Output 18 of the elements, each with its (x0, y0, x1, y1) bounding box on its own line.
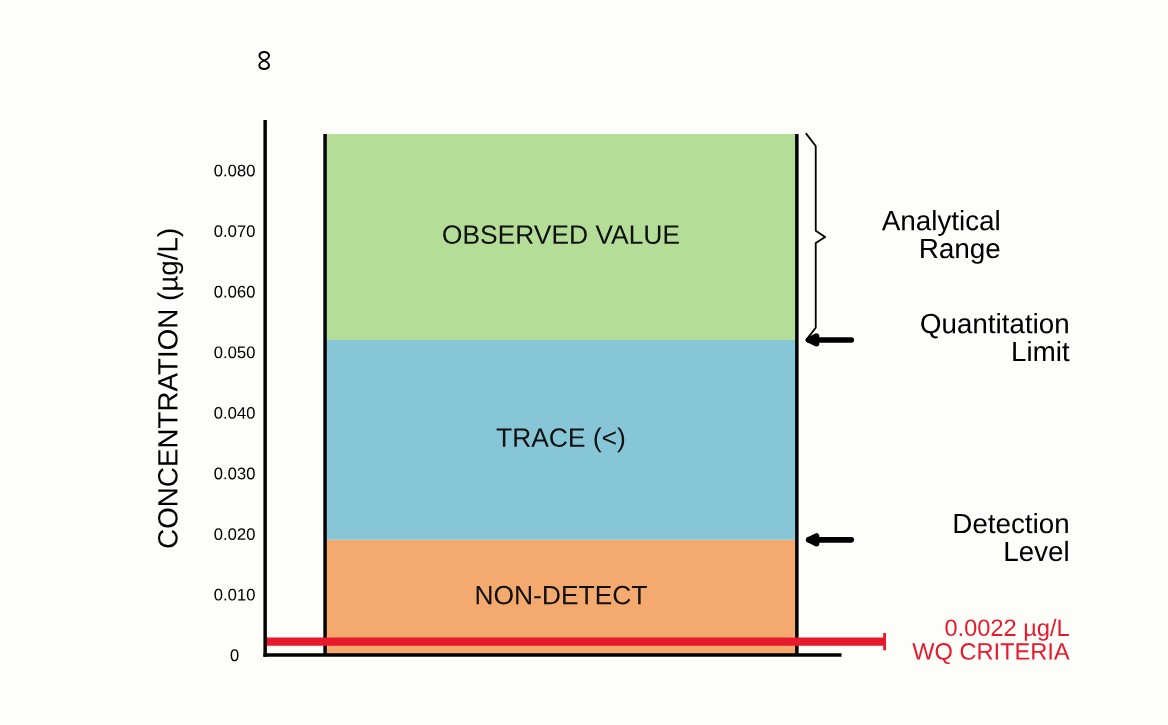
y-axis-title: CONCENTRATION (µg/L) (157, 229, 184, 548)
text: ∞ (258, 50, 271, 71)
y-tick-label: 0.010 (214, 588, 255, 601)
text: Analytical Range (881, 210, 1000, 264)
y-tick-label: 0.030 (214, 467, 255, 480)
text: Quantitation Limit (921, 313, 1070, 362)
y-tick-label: 0.020 (214, 528, 255, 540)
y-tick-label: 0.070 (214, 225, 255, 238)
ref-line-label: 0.0022 µg/L WQ CRITERIA (912, 618, 1070, 665)
text: Detection Level (954, 512, 1068, 562)
series-label: OBSERVED VALUE (443, 225, 679, 244)
series-label: TRACE (<) (496, 427, 625, 453)
series-label: NON-DETECT (476, 585, 647, 605)
y-tick-label: 0.060 (214, 285, 255, 298)
y-tick-label: 0 (230, 649, 239, 662)
y-tick-label: 0.050 (214, 346, 255, 359)
y-tick-label: 0.040 (214, 407, 255, 419)
y-tick-label: 0.080 (214, 164, 255, 177)
